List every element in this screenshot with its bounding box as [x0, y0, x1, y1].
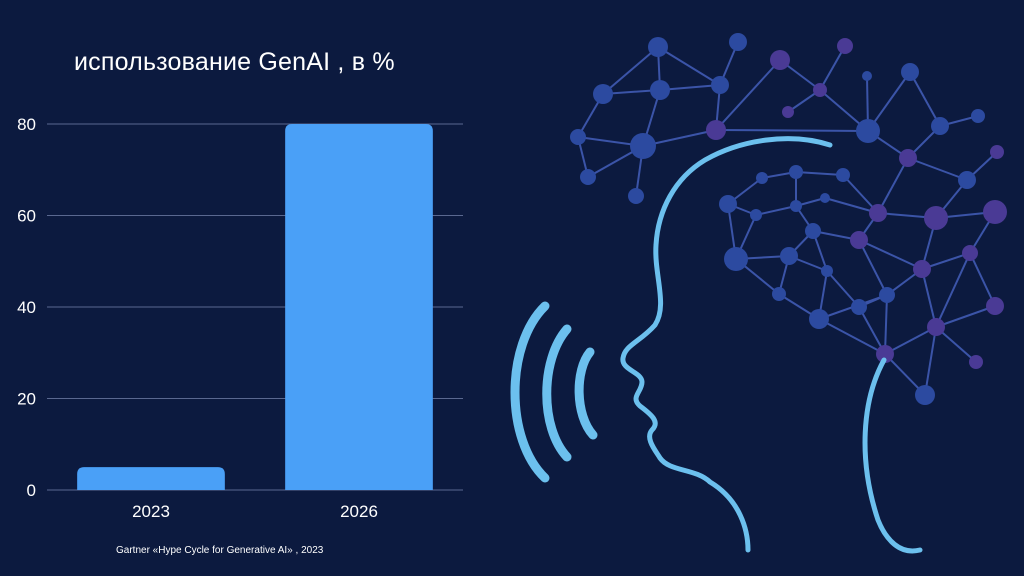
network-edge	[818, 318, 886, 355]
network-node	[876, 345, 894, 363]
x-tick-label: 2023	[132, 502, 170, 521]
network-node	[901, 63, 919, 81]
network-node	[630, 133, 656, 159]
y-tick-label: 20	[17, 390, 36, 409]
bar-2026	[285, 124, 433, 490]
network-edge	[969, 252, 996, 307]
network-node	[805, 223, 821, 239]
network-node	[780, 247, 798, 265]
sound-wave-middle-icon	[542, 324, 572, 462]
network-node	[924, 206, 948, 230]
network-node	[986, 297, 1004, 315]
network-edge	[824, 197, 879, 214]
network-node	[756, 172, 768, 184]
y-tick-label: 40	[17, 298, 36, 317]
network-node	[593, 84, 613, 104]
network-edge	[858, 239, 888, 296]
network-node	[837, 38, 853, 54]
bar-chart: 0 20 40 60 80 2023 2026	[17, 115, 463, 521]
network-node	[915, 385, 935, 405]
network-edge	[602, 46, 659, 95]
network-node	[580, 169, 596, 185]
network-node	[809, 309, 829, 329]
network-node	[813, 83, 827, 97]
network-edge	[858, 239, 923, 270]
network-node	[899, 149, 917, 167]
network-node	[820, 193, 830, 203]
y-tick-label: 0	[27, 481, 36, 500]
network-node	[570, 129, 586, 145]
network-node	[856, 119, 880, 143]
network-edge	[826, 270, 860, 308]
network-node	[711, 76, 729, 94]
network-node	[650, 80, 670, 100]
network-node	[789, 165, 803, 179]
bar-2023	[77, 467, 225, 490]
network-node	[851, 299, 867, 315]
network-edge	[935, 305, 996, 328]
network-node	[782, 106, 794, 118]
network-edge	[884, 294, 888, 355]
head-profile-outline	[620, 136, 833, 553]
network-node	[772, 287, 786, 301]
network-edge	[909, 71, 941, 127]
network-edge	[819, 45, 846, 91]
network-node	[931, 117, 949, 135]
network-node	[836, 168, 850, 182]
network-edge	[921, 268, 937, 328]
network-node	[983, 200, 1007, 224]
network-node	[879, 287, 895, 303]
network-node	[850, 231, 868, 249]
network-node	[971, 109, 985, 123]
sound-wave-inner-icon	[574, 347, 598, 440]
network-edge	[715, 59, 781, 131]
network-edge	[867, 71, 911, 132]
source-note: Gartner «Hype Cycle for Generative AI» ,…	[116, 545, 324, 556]
network-node	[869, 204, 887, 222]
network-edge	[935, 252, 971, 328]
network-node	[790, 200, 802, 212]
network-edge	[795, 171, 844, 176]
network-edge	[884, 326, 937, 355]
network-node	[862, 71, 872, 81]
network-node	[969, 355, 983, 369]
network-node	[724, 247, 748, 271]
network-node	[821, 265, 833, 277]
y-tick-label: 80	[17, 115, 36, 134]
network-node	[927, 318, 945, 336]
network-edge	[907, 157, 968, 181]
network-edge	[659, 84, 721, 91]
network-node	[962, 245, 978, 261]
network-node	[648, 37, 668, 57]
network-edge	[877, 157, 909, 214]
network-edge	[715, 129, 869, 132]
neck-back-outline	[862, 357, 923, 554]
network-node	[770, 50, 790, 70]
network-node	[706, 120, 726, 140]
ai-head-speaking-icon	[510, 33, 1007, 554]
x-tick-label: 2026	[340, 502, 378, 521]
chart-title: использование GenAI , в %	[74, 48, 395, 76]
network-node	[913, 260, 931, 278]
network-node	[628, 188, 644, 204]
network-edge	[755, 205, 797, 216]
sound-wave-outer-icon	[510, 301, 550, 483]
y-tick-label: 60	[17, 207, 36, 226]
network-node	[990, 145, 1004, 159]
network-node	[958, 171, 976, 189]
network-node	[729, 33, 747, 51]
network-node	[719, 195, 737, 213]
network-node	[750, 209, 762, 221]
network-edge	[924, 326, 937, 396]
neural-network-nodes	[570, 33, 1007, 405]
network-edge	[657, 46, 721, 86]
